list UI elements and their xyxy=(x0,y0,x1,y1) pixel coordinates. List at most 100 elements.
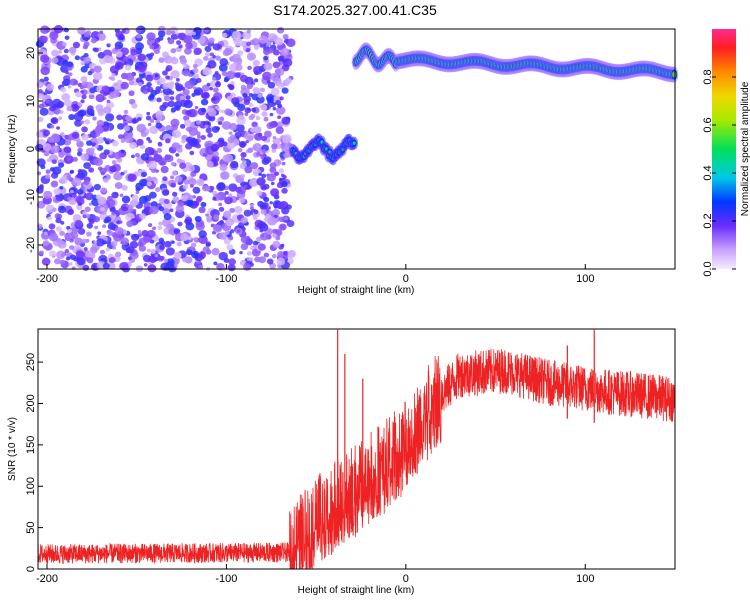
spectrogram-cell xyxy=(69,169,75,174)
spectrogram-cell xyxy=(214,70,219,75)
spectrogram-cell xyxy=(276,257,286,266)
spectrogram-cell xyxy=(165,75,170,80)
spectrogram-cell xyxy=(75,195,84,204)
spectrogram-cell xyxy=(116,79,123,85)
spectrogram-cell xyxy=(217,121,223,126)
spectrogram-cell xyxy=(169,96,175,101)
spectrogram-cell xyxy=(125,115,132,122)
spectrogram-cell xyxy=(68,262,73,266)
spectrogram-cell xyxy=(135,182,144,191)
spectrogram-cell xyxy=(59,176,68,185)
spectrogram-cell xyxy=(258,222,269,232)
spectrogram-cell xyxy=(170,48,177,54)
spectrogram-cell xyxy=(103,106,112,114)
spectrogram-cell xyxy=(219,163,228,172)
spectrogram-cell xyxy=(81,133,89,141)
spectrogram-cell xyxy=(114,45,120,50)
spectrogram-cell xyxy=(74,237,84,246)
spectrogram-cell xyxy=(93,240,98,244)
spectrogram-cell xyxy=(47,216,52,221)
snr-ticks: -200 -100 0 100 0 50 100 150 200 250 xyxy=(25,353,594,585)
spectrogram-cell xyxy=(194,106,199,110)
spectrogram-cell xyxy=(204,45,212,53)
spectrogram-cell xyxy=(89,147,95,152)
spectrogram-cell xyxy=(165,29,172,36)
spectrogram-cell xyxy=(269,201,273,205)
spectrogram-cell xyxy=(228,258,237,266)
spectrogram-cell xyxy=(262,71,272,81)
spectrogram-cell xyxy=(147,122,152,127)
spectrogram-ytick-label: -10 xyxy=(25,189,37,205)
spectrogram-cell xyxy=(152,226,157,231)
spectrogram-cell xyxy=(236,229,241,233)
spectrogram-cell xyxy=(176,241,182,247)
spectrogram-cell xyxy=(63,146,72,154)
spectrogram-cell xyxy=(235,64,243,71)
spectrogram-cell xyxy=(141,230,149,237)
spectrogram-cell xyxy=(280,225,286,231)
spectrogram-cell xyxy=(184,216,193,224)
spectrogram-cell xyxy=(123,109,129,115)
spectrogram-cell xyxy=(148,139,153,144)
spectrogram-cell xyxy=(276,106,286,115)
spectrogram-cell xyxy=(86,257,94,264)
spectrogram-cell xyxy=(255,115,261,121)
spectrogram-cell xyxy=(39,54,50,63)
spectrogram-cell xyxy=(139,213,147,220)
spectrogram-cell xyxy=(205,52,211,57)
spectrogram-cell xyxy=(97,109,105,117)
spectrogram-cell xyxy=(59,259,66,265)
spectrogram-cell xyxy=(123,169,128,174)
spectrogram-cell xyxy=(272,228,278,234)
spectrogram-cell xyxy=(239,197,246,204)
spectrogram-cell xyxy=(352,141,356,145)
spectrogram-cell xyxy=(38,250,44,256)
spectrogram-cell xyxy=(200,107,207,113)
spectrogram-cell xyxy=(200,201,207,208)
spectrogram-cell xyxy=(76,151,83,157)
spectrogram-cell xyxy=(96,119,105,127)
snr-ytick-label: 100 xyxy=(25,477,37,495)
spectrogram-cell xyxy=(192,86,197,90)
spectrogram-cell xyxy=(252,240,259,246)
spectrogram-cell xyxy=(190,171,197,177)
spectrogram-cell xyxy=(280,173,285,178)
spectrogram-cell xyxy=(280,181,288,188)
spectrogram-cell xyxy=(277,27,285,34)
spectrogram-cell xyxy=(38,103,45,109)
spectrogram-cell xyxy=(118,220,123,224)
spectrogram-cell xyxy=(282,33,289,40)
spectrogram-cell xyxy=(132,209,137,213)
spectrogram-cell xyxy=(137,64,147,73)
spectrogram-cell xyxy=(218,63,228,72)
spectrogram-cell xyxy=(209,80,217,88)
spectrogram-cell xyxy=(243,99,250,106)
spectrogram-cell xyxy=(50,145,60,154)
spectrogram-cell xyxy=(80,99,85,104)
spectrogram-cell xyxy=(246,107,251,111)
spectrogram-cell xyxy=(99,30,104,35)
spectrogram-cell xyxy=(78,109,87,117)
spectrogram-cell xyxy=(97,166,103,171)
spectrogram-cell xyxy=(287,39,292,44)
snr-xtick-label: 100 xyxy=(576,573,594,585)
spectrogram-cell xyxy=(267,216,278,226)
spectrogram-cell xyxy=(40,164,46,170)
spectrogram-cell xyxy=(65,71,69,75)
spectrogram-cell xyxy=(102,262,110,270)
spectrogram-cell xyxy=(131,154,135,159)
spectrogram-cell xyxy=(60,86,67,93)
spectrogram-cell xyxy=(259,87,265,93)
spectrogram-cell xyxy=(162,82,170,90)
spectrogram-cell xyxy=(277,201,286,210)
spectrogram-cell xyxy=(209,52,215,57)
spectrogram-cell xyxy=(77,227,86,235)
spectrogram-cell xyxy=(102,240,107,245)
spectrogram-cell xyxy=(128,90,135,97)
spectrogram-cell xyxy=(263,156,272,164)
spectrogram-cell xyxy=(267,81,276,89)
spectrogram-cell xyxy=(226,70,236,80)
spectrogram-cell xyxy=(229,207,236,213)
spectrogram-cell xyxy=(274,37,284,46)
